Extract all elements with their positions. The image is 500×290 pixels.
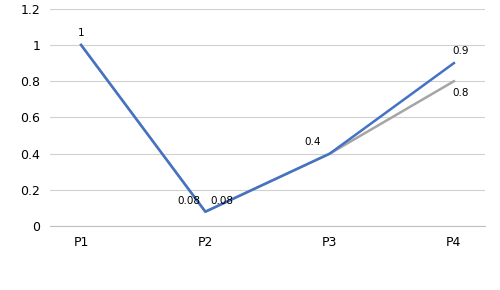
Male xyxy=(451,61,457,65)
Female xyxy=(202,210,208,213)
Text: 0.8: 0.8 xyxy=(452,88,469,98)
Line: Male: Male xyxy=(81,45,454,212)
Female xyxy=(326,152,332,155)
Female xyxy=(78,43,84,47)
Line: Female: Female xyxy=(81,45,454,212)
Male xyxy=(326,152,332,155)
Text: 0.4: 0.4 xyxy=(304,137,321,147)
Text: 0.08: 0.08 xyxy=(210,196,234,206)
Text: 1: 1 xyxy=(78,28,84,38)
Female xyxy=(451,79,457,83)
Text: 0.9: 0.9 xyxy=(452,46,469,56)
Text: 0.08: 0.08 xyxy=(177,196,200,206)
Male xyxy=(78,43,84,47)
Male xyxy=(202,210,208,213)
